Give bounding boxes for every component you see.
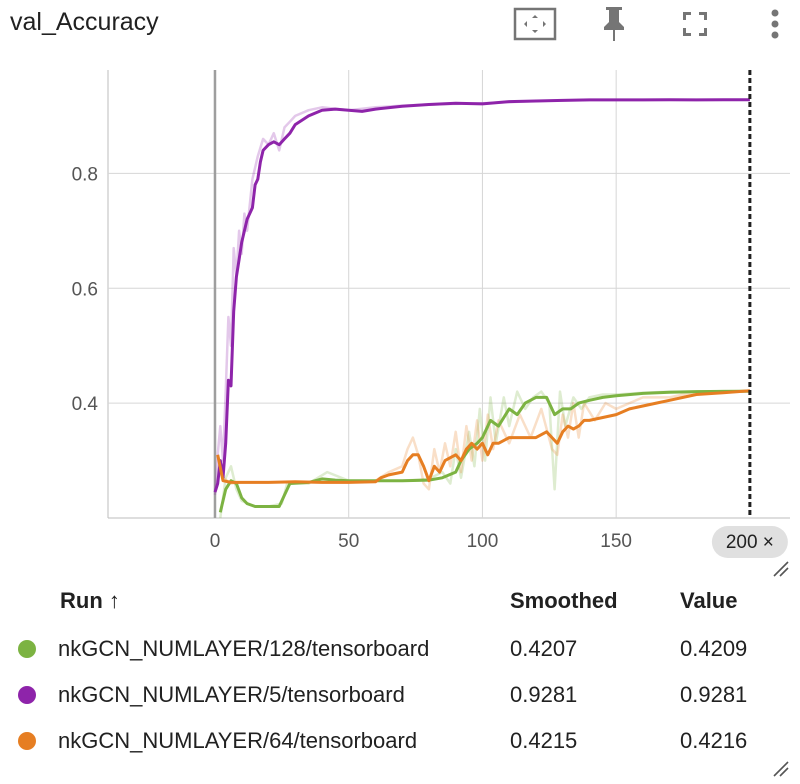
y-tick-label: 0.4 [72, 394, 99, 415]
run-value: 0.9281 [680, 682, 748, 707]
series-smoothed-line [218, 389, 750, 513]
more-menu-button[interactable] [753, 4, 797, 44]
line-chart[interactable]: 0.4 0.6 0.8 0 50 100 150 200 × [0, 60, 800, 580]
run-row[interactable]: nkGCN_NUMLAYER/5/tensorboard 0.9281 0.92… [0, 674, 780, 720]
series-smoothed-line [216, 389, 751, 484]
run-value: 0.4209 [680, 636, 748, 661]
column-header-value[interactable]: Value [680, 588, 738, 613]
step-cursor-chip[interactable] [711, 526, 788, 558]
run-row[interactable]: nkGCN_NUMLAYER/64/tensorboard 0.4215 0.4… [0, 720, 780, 766]
x-tick-label: 0 [210, 531, 221, 552]
card-header: val_Accuracy [0, 0, 800, 50]
run-smoothed-value: 0.4207 [510, 636, 578, 661]
y-tick-label: 0.6 [72, 279, 98, 300]
run-smoothed-value: 0.4215 [510, 728, 578, 753]
chart-title: val_Accuracy [10, 8, 159, 36]
series-raw-line [216, 389, 750, 491]
run-value: 0.4216 [680, 728, 748, 753]
x-tick-label: 150 [600, 531, 632, 552]
step-cursor-label: 200 × [726, 532, 774, 553]
resize-handle-icon[interactable] [772, 760, 790, 778]
pin-icon [604, 7, 624, 41]
series-smoothed-line [213, 98, 750, 493]
y-tick-label: 0.8 [72, 164, 98, 185]
run-color-dot [18, 640, 36, 658]
run-name: nkGCN_NUMLAYER/64/tensorboard [58, 728, 418, 753]
column-header-smoothed[interactable]: Smoothed [510, 588, 618, 613]
x-tick-label: 100 [467, 531, 499, 552]
fit-domain-button[interactable] [513, 4, 557, 44]
more-vert-icon [771, 9, 779, 39]
run-row[interactable]: nkGCN_NUMLAYER/128/tensorboard 0.4207 0.… [0, 628, 780, 674]
column-header-run[interactable]: Run ↑ [60, 588, 120, 613]
fullscreen-icon [683, 12, 707, 36]
resize-handle-icon[interactable] [772, 560, 790, 578]
run-color-dot [18, 686, 36, 704]
run-smoothed-value: 0.9281 [510, 682, 578, 707]
run-color-dot [18, 732, 36, 750]
x-tick-label: 50 [338, 531, 359, 552]
pin-button[interactable] [592, 4, 636, 44]
fullscreen-button[interactable] [673, 4, 717, 44]
run-name: nkGCN_NUMLAYER/128/tensorboard [58, 636, 430, 661]
series-raw-line [219, 389, 750, 519]
fit-domain-icon [513, 7, 557, 41]
run-name: nkGCN_NUMLAYER/5/tensorboard [58, 682, 405, 707]
